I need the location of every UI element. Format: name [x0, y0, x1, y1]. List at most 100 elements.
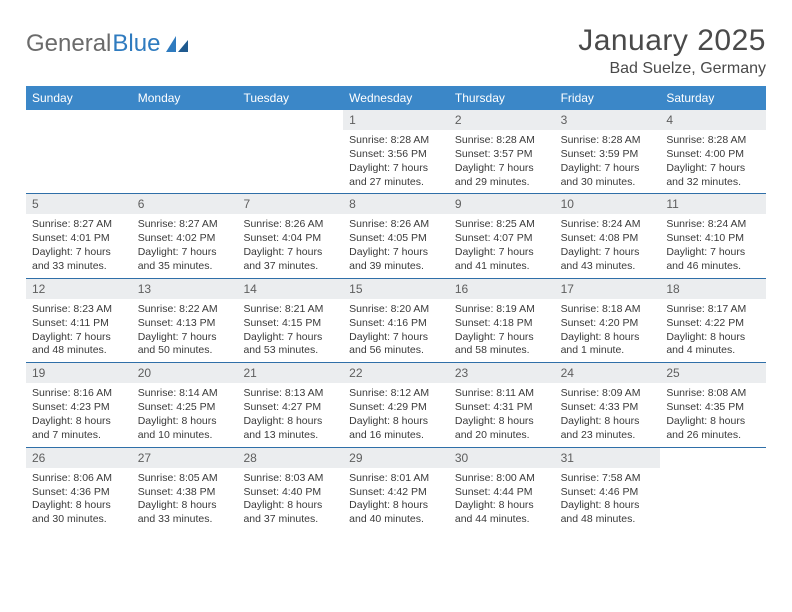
day-details: Sunrise: 7:58 AMSunset: 4:46 PMDaylight:… — [555, 468, 661, 531]
sail-icon — [164, 34, 190, 54]
day-detail-line: Sunset: 4:13 PM — [138, 317, 232, 331]
day-detail-line: Daylight: 7 hours — [138, 331, 232, 345]
day-number: 16 — [449, 279, 555, 299]
day-detail-line: Sunrise: 8:28 AM — [455, 134, 549, 148]
day-detail-line: Sunset: 4:44 PM — [455, 486, 549, 500]
day-detail-line: Sunrise: 8:16 AM — [32, 387, 126, 401]
day-detail-line: Daylight: 8 hours — [455, 499, 549, 513]
day-details: Sunrise: 8:21 AMSunset: 4:15 PMDaylight:… — [237, 299, 343, 362]
day-number: 9 — [449, 194, 555, 214]
day-details: Sunrise: 8:09 AMSunset: 4:33 PMDaylight:… — [555, 383, 661, 446]
calendar-cell: 28Sunrise: 8:03 AMSunset: 4:40 PMDayligh… — [237, 448, 343, 531]
day-detail-line: Sunrise: 8:12 AM — [349, 387, 443, 401]
day-detail-line: Sunrise: 8:28 AM — [561, 134, 655, 148]
calendar-cell: 1Sunrise: 8:28 AMSunset: 3:56 PMDaylight… — [343, 110, 449, 193]
day-detail-line: Daylight: 7 hours — [561, 246, 655, 260]
day-number: 24 — [555, 363, 661, 383]
day-details: Sunrise: 8:28 AMSunset: 3:56 PMDaylight:… — [343, 130, 449, 193]
brand-part1: General — [26, 30, 111, 58]
day-details: Sunrise: 8:28 AMSunset: 4:00 PMDaylight:… — [660, 130, 766, 193]
day-detail-line: Sunset: 4:02 PM — [138, 232, 232, 246]
day-detail-line: Daylight: 8 hours — [243, 499, 337, 513]
calendar-cell: 13Sunrise: 8:22 AMSunset: 4:13 PMDayligh… — [132, 279, 238, 362]
day-detail-line: Daylight: 7 hours — [349, 331, 443, 345]
day-number: 8 — [343, 194, 449, 214]
day-detail-line: and 44 minutes. — [455, 513, 549, 527]
calendar-cell: 19Sunrise: 8:16 AMSunset: 4:23 PMDayligh… — [26, 363, 132, 446]
day-detail-line: Sunrise: 8:05 AM — [138, 472, 232, 486]
day-detail-line: and 37 minutes. — [243, 513, 337, 527]
day-detail-line: Sunset: 4:20 PM — [561, 317, 655, 331]
day-number: 14 — [237, 279, 343, 299]
day-detail-line: and 16 minutes. — [349, 429, 443, 443]
day-detail-line: Sunrise: 8:28 AM — [666, 134, 760, 148]
day-details: Sunrise: 8:05 AMSunset: 4:38 PMDaylight:… — [132, 468, 238, 531]
day-number: 1 — [343, 110, 449, 130]
calendar-cell: 12Sunrise: 8:23 AMSunset: 4:11 PMDayligh… — [26, 279, 132, 362]
day-detail-line: Sunrise: 8:21 AM — [243, 303, 337, 317]
day-detail-line: Sunrise: 8:00 AM — [455, 472, 549, 486]
day-detail-line: and 1 minute. — [561, 344, 655, 358]
calendar-cell: 31Sunrise: 7:58 AMSunset: 4:46 PMDayligh… — [555, 448, 661, 531]
day-detail-line: and 30 minutes. — [561, 176, 655, 190]
calendar-cell: 22Sunrise: 8:12 AMSunset: 4:29 PMDayligh… — [343, 363, 449, 446]
day-detail-line: Sunset: 4:46 PM — [561, 486, 655, 500]
calendar-cell: 8Sunrise: 8:26 AMSunset: 4:05 PMDaylight… — [343, 194, 449, 277]
day-detail-line: Sunset: 4:11 PM — [32, 317, 126, 331]
day-details: Sunrise: 8:24 AMSunset: 4:08 PMDaylight:… — [555, 214, 661, 277]
day-detail-line: Daylight: 7 hours — [349, 162, 443, 176]
header: GeneralBlue January 2025 Bad Suelze, Ger… — [26, 24, 766, 78]
day-detail-line: Daylight: 8 hours — [561, 415, 655, 429]
day-detail-line: Daylight: 7 hours — [561, 162, 655, 176]
day-detail-line: Sunset: 4:01 PM — [32, 232, 126, 246]
day-detail-line: Daylight: 8 hours — [32, 415, 126, 429]
day-number: 11 — [660, 194, 766, 214]
day-details: Sunrise: 8:01 AMSunset: 4:42 PMDaylight:… — [343, 468, 449, 531]
day-number: 20 — [132, 363, 238, 383]
day-detail-line: Sunset: 4:07 PM — [455, 232, 549, 246]
day-number: 15 — [343, 279, 449, 299]
day-detail-line: and 43 minutes. — [561, 260, 655, 274]
day-number: 5 — [26, 194, 132, 214]
day-number: 18 — [660, 279, 766, 299]
day-details: Sunrise: 8:08 AMSunset: 4:35 PMDaylight:… — [660, 383, 766, 446]
day-detail-line: Sunrise: 8:19 AM — [455, 303, 549, 317]
calendar-cell: 14Sunrise: 8:21 AMSunset: 4:15 PMDayligh… — [237, 279, 343, 362]
calendar-cell: 15Sunrise: 8:20 AMSunset: 4:16 PMDayligh… — [343, 279, 449, 362]
calendar-cell: 27Sunrise: 8:05 AMSunset: 4:38 PMDayligh… — [132, 448, 238, 531]
day-detail-line: Daylight: 8 hours — [243, 415, 337, 429]
day-detail-line: and 48 minutes. — [561, 513, 655, 527]
month-title: January 2025 — [578, 24, 766, 58]
day-detail-line: and 35 minutes. — [138, 260, 232, 274]
day-details: Sunrise: 8:11 AMSunset: 4:31 PMDaylight:… — [449, 383, 555, 446]
day-detail-line: Sunrise: 8:03 AM — [243, 472, 337, 486]
calendar-cell: 5Sunrise: 8:27 AMSunset: 4:01 PMDaylight… — [26, 194, 132, 277]
day-details: Sunrise: 8:03 AMSunset: 4:40 PMDaylight:… — [237, 468, 343, 531]
day-detail-line: Sunrise: 8:18 AM — [561, 303, 655, 317]
calendar-cell: 26Sunrise: 8:06 AMSunset: 4:36 PMDayligh… — [26, 448, 132, 531]
day-detail-line: Sunset: 4:05 PM — [349, 232, 443, 246]
day-detail-line: Daylight: 8 hours — [32, 499, 126, 513]
calendar-cell: 17Sunrise: 8:18 AMSunset: 4:20 PMDayligh… — [555, 279, 661, 362]
day-detail-line: and 37 minutes. — [243, 260, 337, 274]
calendar: Sunday Monday Tuesday Wednesday Thursday… — [26, 86, 766, 531]
day-details: Sunrise: 8:26 AMSunset: 4:04 PMDaylight:… — [237, 214, 343, 277]
day-detail-line: Sunset: 4:10 PM — [666, 232, 760, 246]
location: Bad Suelze, Germany — [578, 60, 766, 78]
day-detail-line: Sunset: 4:25 PM — [138, 401, 232, 415]
day-detail-line: and 53 minutes. — [243, 344, 337, 358]
day-detail-line: Sunrise: 8:23 AM — [32, 303, 126, 317]
day-detail-line: Sunset: 4:29 PM — [349, 401, 443, 415]
weekday-header: Monday — [132, 86, 238, 110]
day-detail-line: Sunset: 4:00 PM — [666, 148, 760, 162]
day-details: Sunrise: 8:14 AMSunset: 4:25 PMDaylight:… — [132, 383, 238, 446]
day-details: Sunrise: 8:16 AMSunset: 4:23 PMDaylight:… — [26, 383, 132, 446]
day-detail-line: and 50 minutes. — [138, 344, 232, 358]
day-detail-line: and 56 minutes. — [349, 344, 443, 358]
calendar-cell: 18Sunrise: 8:17 AMSunset: 4:22 PMDayligh… — [660, 279, 766, 362]
calendar-cell: 2Sunrise: 8:28 AMSunset: 3:57 PMDaylight… — [449, 110, 555, 193]
day-detail-line: Daylight: 7 hours — [455, 331, 549, 345]
day-details: Sunrise: 8:25 AMSunset: 4:07 PMDaylight:… — [449, 214, 555, 277]
day-detail-line: Sunset: 3:57 PM — [455, 148, 549, 162]
day-detail-line: and 13 minutes. — [243, 429, 337, 443]
